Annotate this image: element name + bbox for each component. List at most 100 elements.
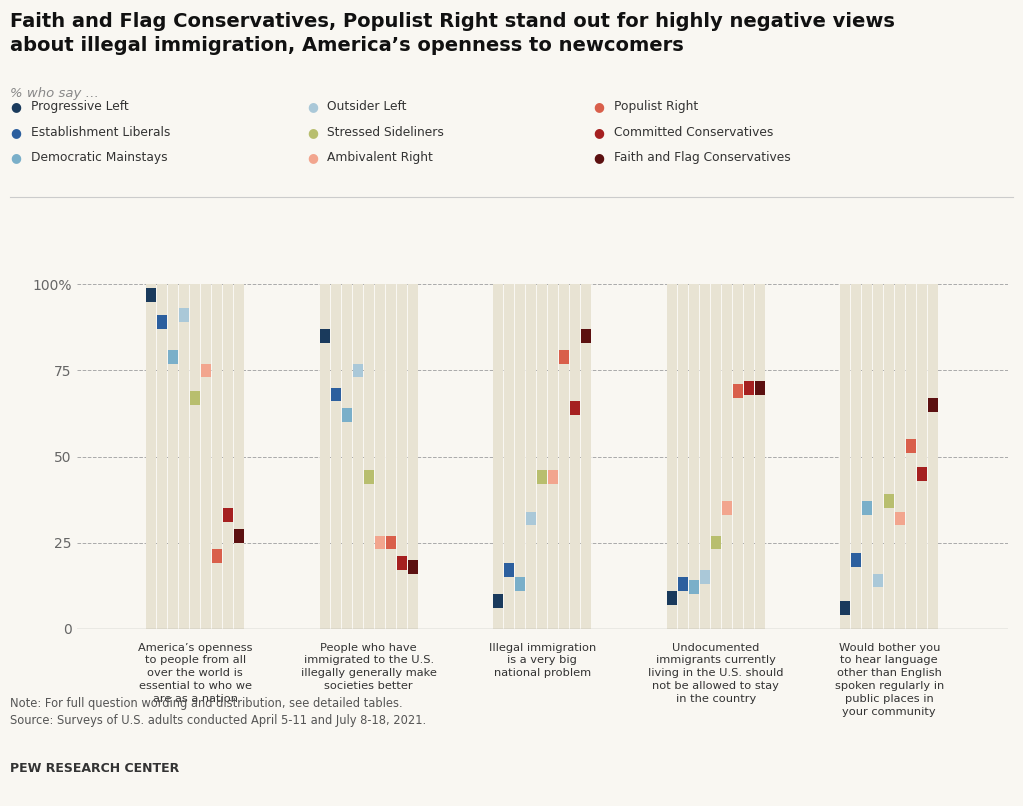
Text: ●: ●	[307, 126, 318, 139]
Text: Stressed Sideliners: Stressed Sideliners	[327, 126, 444, 139]
Bar	[202, 285, 211, 629]
Bar	[537, 470, 547, 484]
Text: ●: ●	[307, 100, 318, 113]
Bar	[234, 285, 244, 629]
Bar	[721, 285, 731, 629]
Bar	[906, 285, 917, 629]
Bar	[146, 288, 157, 301]
Bar	[744, 380, 754, 395]
Text: ●: ●	[593, 152, 605, 164]
Text: ●: ●	[10, 100, 21, 113]
Bar	[330, 388, 341, 401]
Bar	[918, 467, 927, 480]
Bar	[190, 285, 201, 629]
Bar	[212, 550, 222, 563]
Bar	[202, 364, 211, 377]
Bar	[504, 285, 515, 629]
Bar	[146, 285, 157, 629]
Bar	[168, 285, 178, 629]
Bar	[570, 285, 580, 629]
Bar	[223, 285, 233, 629]
Bar	[895, 512, 905, 526]
Bar	[179, 285, 189, 629]
Text: Outsider Left: Outsider Left	[327, 100, 407, 113]
Bar	[374, 285, 385, 629]
Bar	[386, 285, 396, 629]
Bar	[212, 285, 222, 629]
Text: Populist Right: Populist Right	[614, 100, 698, 113]
Bar	[581, 329, 591, 343]
Text: ●: ●	[593, 100, 605, 113]
Bar	[364, 285, 373, 629]
Bar	[397, 285, 407, 629]
Bar	[526, 285, 536, 629]
Bar	[862, 285, 873, 629]
Bar	[397, 556, 407, 570]
Text: Note: For full question wording and distribution, see detailed tables.
Source: S: Note: For full question wording and dist…	[10, 697, 427, 727]
Bar	[548, 285, 559, 629]
Bar	[516, 577, 525, 591]
Text: Establishment Liberals: Establishment Liberals	[31, 126, 170, 139]
Bar	[353, 364, 363, 377]
Text: ●: ●	[593, 126, 605, 139]
Bar	[526, 512, 536, 526]
Bar	[353, 285, 363, 629]
Bar	[537, 285, 547, 629]
Text: Faith and Flag Conservatives, Populist Right stand out for highly negative views: Faith and Flag Conservatives, Populist R…	[10, 12, 895, 55]
Bar	[234, 529, 244, 542]
Bar	[700, 285, 710, 629]
Bar	[840, 601, 850, 615]
Bar	[667, 285, 676, 629]
Text: ●: ●	[307, 152, 318, 164]
Bar	[851, 553, 861, 567]
Text: Committed Conservatives: Committed Conservatives	[614, 126, 773, 139]
Bar	[330, 285, 341, 629]
Bar	[386, 536, 396, 550]
Text: Faith and Flag Conservatives: Faith and Flag Conservatives	[614, 152, 791, 164]
Bar	[677, 577, 687, 591]
Bar	[732, 285, 743, 629]
Bar	[581, 285, 591, 629]
Bar	[918, 285, 927, 629]
Bar	[516, 285, 525, 629]
Bar	[190, 391, 201, 405]
Bar	[840, 285, 850, 629]
Bar	[928, 285, 938, 629]
Bar	[570, 401, 580, 415]
Bar	[895, 285, 905, 629]
Bar	[874, 285, 883, 629]
Bar	[862, 501, 873, 515]
Bar	[560, 285, 569, 629]
Bar	[408, 560, 417, 574]
Bar	[168, 350, 178, 364]
Text: PEW RESEARCH CENTER: PEW RESEARCH CENTER	[10, 762, 179, 775]
Bar	[851, 285, 861, 629]
Bar	[711, 285, 720, 629]
Bar	[677, 285, 687, 629]
Bar	[744, 285, 754, 629]
Bar	[158, 285, 167, 629]
Bar	[688, 285, 699, 629]
Text: % who say …: % who say …	[10, 87, 99, 100]
Bar	[493, 594, 503, 608]
Bar	[493, 285, 503, 629]
Bar	[755, 380, 765, 395]
Bar	[342, 409, 352, 422]
Bar	[700, 570, 710, 584]
Bar	[374, 536, 385, 550]
Bar	[928, 398, 938, 412]
Text: Ambivalent Right: Ambivalent Right	[327, 152, 433, 164]
Bar	[223, 508, 233, 522]
Bar	[755, 285, 765, 629]
Bar	[711, 536, 720, 550]
Bar	[688, 580, 699, 594]
Bar	[884, 494, 894, 508]
Bar	[560, 350, 569, 364]
Bar	[342, 285, 352, 629]
Bar	[874, 574, 883, 588]
Bar	[884, 285, 894, 629]
Bar	[364, 470, 373, 484]
Bar	[408, 285, 417, 629]
Bar	[158, 315, 167, 329]
Bar	[319, 285, 329, 629]
